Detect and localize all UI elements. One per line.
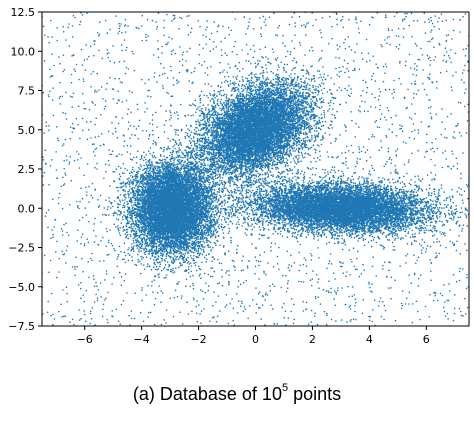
x-tick-label: −6 (77, 333, 93, 346)
cluster-3-points (164, 164, 469, 252)
cluster-2-points (156, 51, 375, 221)
x-tick-label: −4 (134, 333, 150, 346)
y-tick-label: 10.0 (11, 45, 36, 58)
caption-exponent: 5 (281, 382, 289, 394)
y-tick-label: −5.0 (8, 281, 35, 294)
scatter-marks (42, 12, 469, 326)
background-points (42, 12, 469, 326)
x-tick-label: 2 (309, 333, 316, 346)
x-tick-label: 0 (252, 333, 259, 346)
y-tick-label: 5.0 (18, 124, 36, 137)
y-tick-label: 2.5 (18, 163, 36, 176)
caption-suffix: points (288, 384, 342, 404)
cluster-1-points (91, 122, 246, 302)
y-tick-label: 12.5 (11, 6, 36, 19)
caption-prefix: (a) Database of 10 (132, 384, 282, 404)
x-tick-label: 4 (366, 333, 373, 346)
y-tick-label: 7.5 (18, 85, 36, 98)
y-tick-label: 0.0 (18, 202, 36, 215)
scatter-points (42, 12, 469, 326)
scatter-marks (91, 122, 246, 302)
y-tick-label: −2.5 (8, 242, 35, 255)
y-tick-label: −7.5 (8, 320, 35, 333)
x-tick-label: 6 (423, 333, 430, 346)
x-tick-label: −2 (190, 333, 206, 346)
figure-caption: (a) Database of 105 points (0, 382, 474, 405)
x-axis: −6 −4 −2 0 2 4 6 (77, 326, 430, 346)
y-axis: −7.5 −5.0 −2.5 0.0 2.5 5.0 7.5 10.0 12.5 (8, 6, 42, 333)
plot-area (41, 11, 470, 327)
axes-background (42, 12, 469, 326)
scatter-marks (156, 51, 375, 221)
scatter-marks (164, 164, 469, 252)
